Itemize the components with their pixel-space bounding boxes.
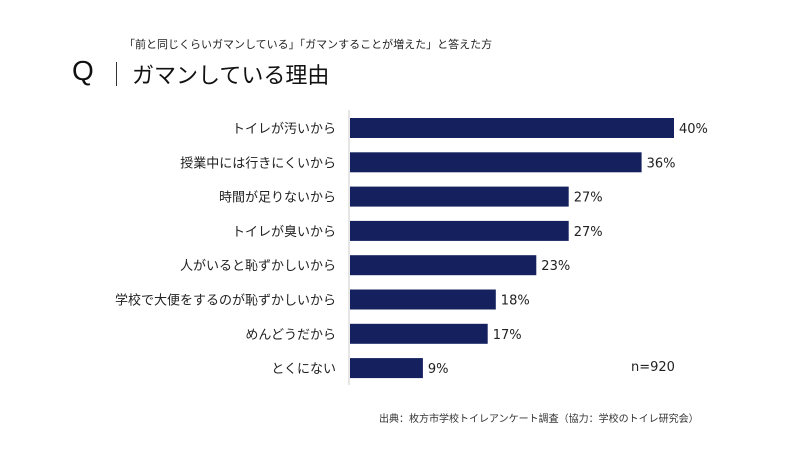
q-label: Q bbox=[72, 55, 94, 86]
data-label: 23% bbox=[541, 259, 570, 274]
subtitle: 「前と同じくらいガマンしている」「ガマンすることが増えた」と答えた方 bbox=[124, 38, 493, 51]
bar bbox=[350, 220, 569, 241]
bar bbox=[350, 358, 423, 379]
data-label: 17% bbox=[493, 328, 522, 343]
data-label: 40% bbox=[679, 122, 708, 137]
data-label: 18% bbox=[501, 294, 530, 309]
chart-title: ガマンしている理由 bbox=[132, 64, 330, 89]
bar bbox=[350, 255, 537, 276]
bar bbox=[350, 186, 569, 207]
category-label: 授業中には行きにくいから bbox=[180, 155, 336, 171]
data-label: 27% bbox=[574, 225, 603, 240]
category-label: めんどうだから bbox=[245, 328, 336, 343]
bar bbox=[350, 118, 674, 138]
data-label: 9% bbox=[428, 362, 449, 377]
data-label: 36% bbox=[647, 156, 676, 171]
category-label: とくにない bbox=[271, 362, 336, 377]
bar bbox=[350, 323, 488, 344]
sample-size: n=920 bbox=[631, 360, 675, 375]
category-label: トイレが臭いから bbox=[232, 225, 336, 240]
data-label: 27% bbox=[574, 191, 603, 206]
category-label: トイレが汚いから bbox=[232, 122, 336, 137]
category-label: 学校で大便をするのが恥ずかしいから bbox=[115, 293, 336, 309]
category-label: 人がいると恥ずかしいから bbox=[180, 259, 336, 274]
bar bbox=[350, 152, 642, 173]
category-label: 時間が足りないから bbox=[219, 191, 336, 206]
title-divider bbox=[116, 62, 117, 86]
bar bbox=[350, 289, 496, 310]
source-note: 出典：枚方市学校トイレアンケート調査（協力：学校のトイレ研究会） bbox=[379, 414, 699, 425]
